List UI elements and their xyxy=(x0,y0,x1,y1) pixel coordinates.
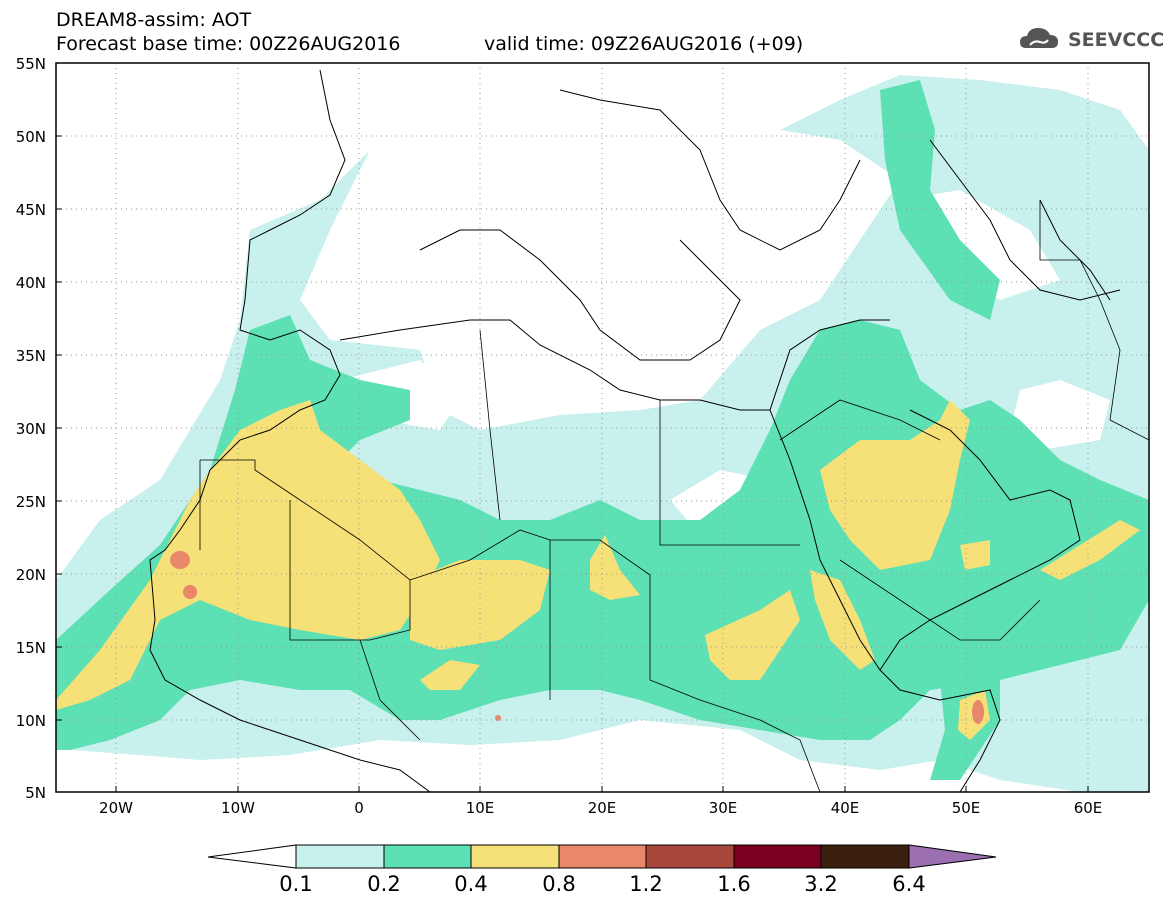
lon-label: 20W xyxy=(99,799,133,817)
logo-text: SEEVCCC xyxy=(1068,29,1165,51)
lat-label: 25N xyxy=(15,493,46,511)
lon-label: 60E xyxy=(1073,799,1103,817)
legend-label: 1.2 xyxy=(629,872,663,896)
lat-label: 15N xyxy=(15,639,46,657)
aot-band-0.2 xyxy=(56,315,1149,750)
lat-label: 10N xyxy=(15,712,46,730)
legend-label: 3.2 xyxy=(804,872,838,896)
legend-label: 6.4 xyxy=(892,872,926,896)
aot-contours xyxy=(56,63,1149,792)
lat-label: 35N xyxy=(15,347,46,365)
chart-title: DREAM8-assim: AOT xyxy=(56,9,252,31)
lat-label: 30N xyxy=(15,420,46,438)
lon-label: 10E xyxy=(465,799,495,817)
lat-label: 55N xyxy=(15,55,46,73)
lat-label: 40N xyxy=(15,274,46,292)
lon-label: 50E xyxy=(951,799,981,817)
lon-label: 0 xyxy=(354,799,364,817)
lon-label: 10W xyxy=(221,799,255,817)
lat-lon-grid xyxy=(56,63,1149,792)
lon-label: 30E xyxy=(708,799,738,817)
legend-label: 0.1 xyxy=(279,872,313,896)
valid-time: valid time: 09Z26AUG2016 (+09) xyxy=(484,33,804,55)
lat-label: 45N xyxy=(15,201,46,219)
aot-band-0.8 xyxy=(170,551,190,569)
cloud-logo-icon xyxy=(1020,28,1058,48)
aot-band-0.4 xyxy=(56,400,440,710)
lat-label: 5N xyxy=(25,784,46,802)
lat-label: 20N xyxy=(15,566,46,584)
coastlines xyxy=(149,69,1121,792)
forecast-base-time: Forecast base time: 00Z26AUG2016 xyxy=(56,33,401,55)
country-borders xyxy=(199,200,1149,792)
legend-label: 1.6 xyxy=(717,872,751,896)
legend-label: 0.4 xyxy=(454,872,488,896)
lon-label: 20E xyxy=(587,799,617,817)
legend-label: 0.8 xyxy=(542,872,576,896)
legend-label: 0.2 xyxy=(367,872,401,896)
axis-ticks xyxy=(56,135,1089,792)
lat-label: 50N xyxy=(15,128,46,146)
lon-label: 40E xyxy=(830,799,860,817)
